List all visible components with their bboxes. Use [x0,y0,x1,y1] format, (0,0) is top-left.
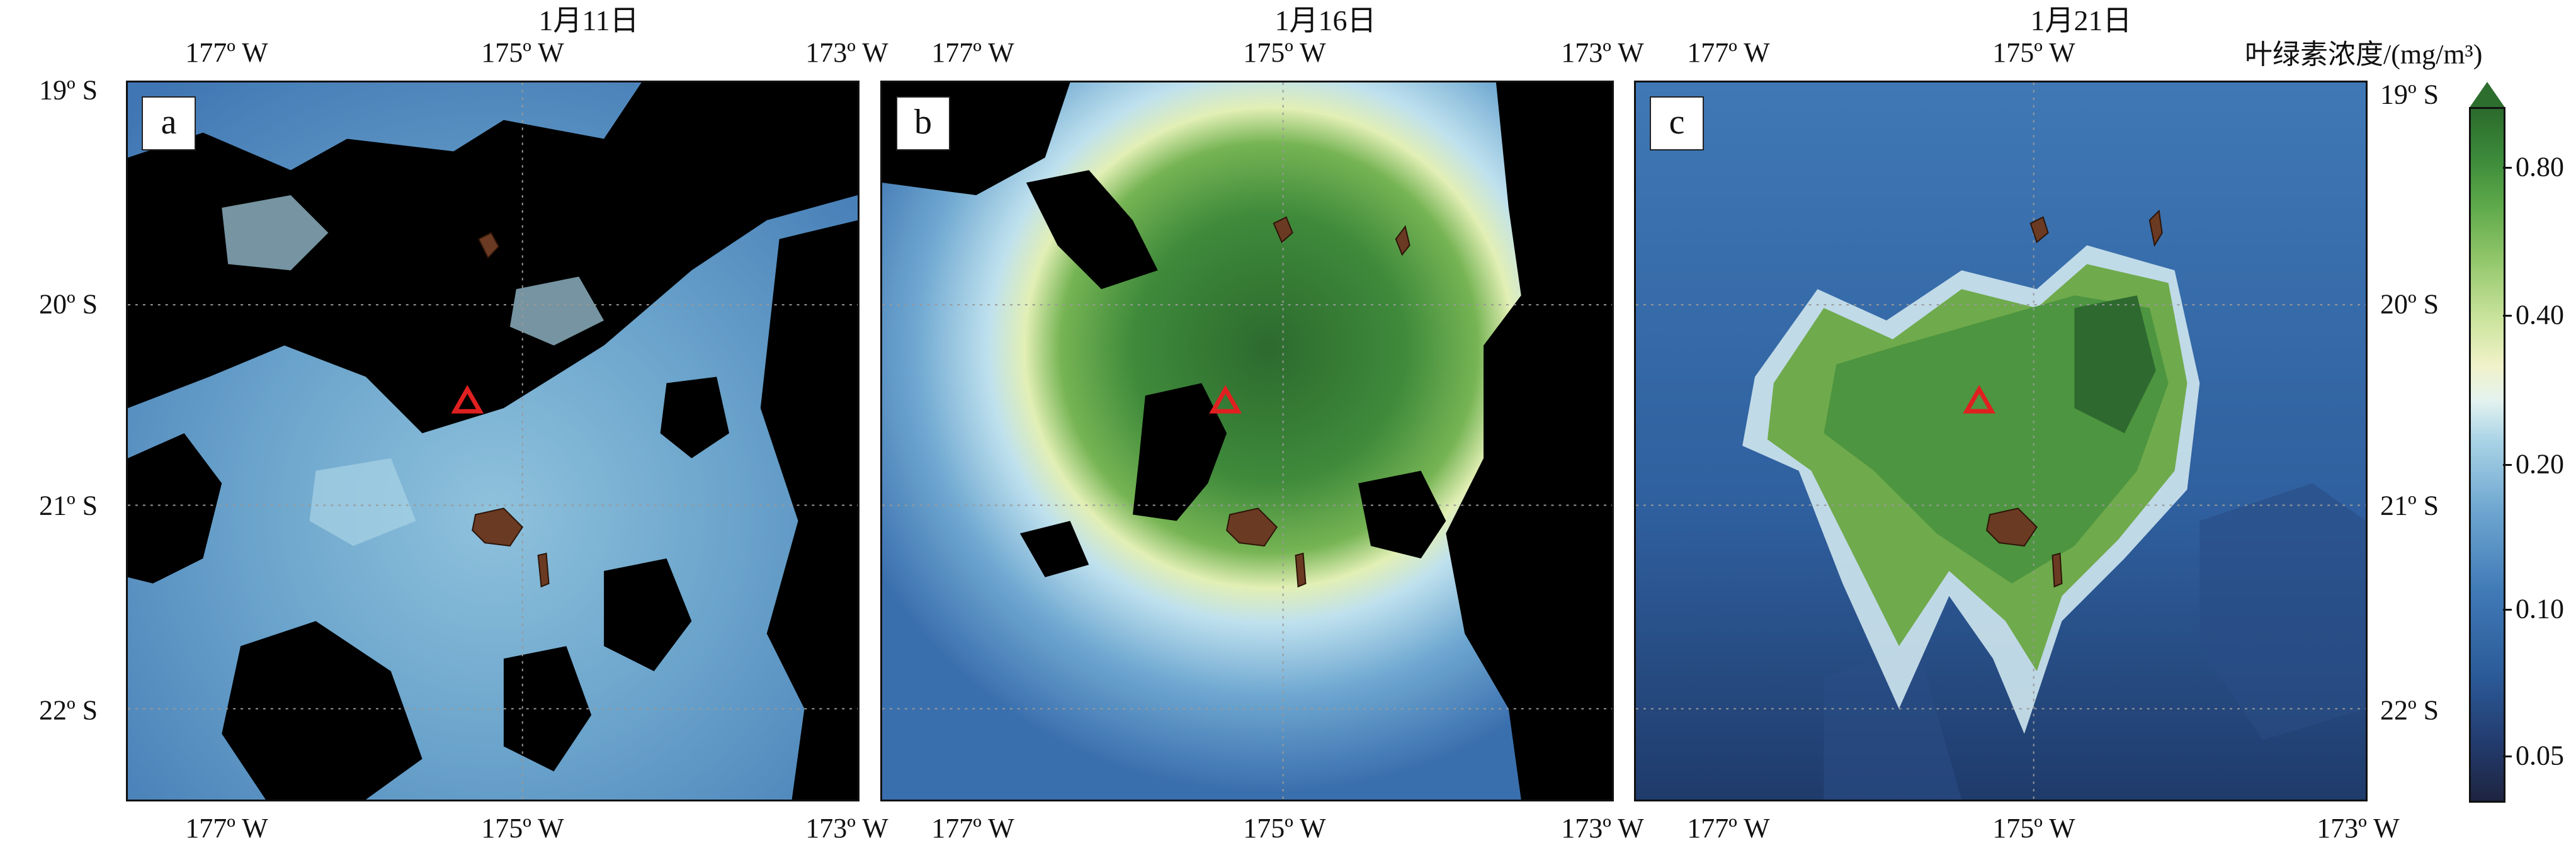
lat-left-2: 20º S [39,288,98,320]
chlorophyll-map-b [882,82,1612,800]
lat-left-1: 19º S [39,74,98,106]
lon-top-b3: 173º W [1561,37,1644,68]
map-panel-a: a [126,81,860,801]
lon-top-c1: 177º W [1687,37,1770,68]
lon-top-a1: 177º W [185,37,268,68]
lon-top-a2: 175º W [481,37,564,68]
lon-bottom-c1: 177º W [1687,813,1770,844]
panel-letter-b: b [896,96,950,150]
panel-letter-c: c [1650,96,1704,150]
lon-bottom-b1: 177º W [931,813,1014,844]
colorbar-tick-5: 0.05 [2516,740,2564,771]
lon-bottom-c2: 175º W [1992,813,2075,844]
lat-right-1: 19º S [2380,79,2439,110]
lon-bottom-a2: 175º W [481,813,564,844]
panel-c-date: 1月21日 [2030,4,2132,37]
lat-right-3: 21º S [2380,490,2439,521]
panel-a-date: 1月11日 [538,4,639,37]
colorbar-tickmark-3 [2503,464,2512,466]
colorbar [2469,107,2505,803]
lat-right-2: 20º S [2380,288,2439,320]
colorbar-extend-arrow [2469,82,2505,108]
lat-right-4: 22º S [2380,694,2439,726]
island-shapes-a [472,232,550,588]
map-panel-c: c [1634,81,2368,801]
lon-bottom-b3: 173º W [1561,813,1644,844]
colorbar-tickmark-5 [2503,755,2512,757]
chlorophyll-map-a [128,82,858,800]
lon-top-c2: 175º W [1992,37,2075,68]
colorbar-tick-1: 0.80 [2516,151,2564,183]
volcano-marker-c [1963,385,1996,414]
volcano-marker-a [451,385,484,414]
lon-bottom-b2: 175º W [1243,813,1326,844]
colorbar-tick-4: 0.10 [2516,593,2564,625]
colorbar-tickmark-1 [2503,167,2512,169]
lon-top-b1: 177º W [931,37,1014,68]
lon-top-b2: 175º W [1243,37,1326,68]
lon-bottom-a1: 177º W [185,813,268,844]
panel-letter-a: a [142,96,196,150]
lat-left-3: 21º S [39,490,98,521]
volcano-marker-b [1209,385,1242,414]
chlorophyll-map-c [1636,82,2366,800]
map-panel-b: b [880,81,1614,801]
colorbar-tick-3: 0.20 [2516,448,2564,480]
lat-left-4: 22º S [39,694,98,726]
lon-bottom-a3: 173º W [805,813,888,844]
lon-bottom-c3: 173º W [2317,813,2400,844]
colorbar-title: 叶绿素浓度/(mg/m³) [2245,39,2483,70]
lon-top-a3: 173º W [805,37,888,68]
island-shapes-c [1986,209,2163,588]
island-shapes-b [1226,216,1410,588]
colorbar-tickmark-2 [2503,315,2512,317]
colorbar-tick-2: 0.40 [2516,299,2564,331]
colorbar-tickmark-4 [2503,609,2512,611]
panel-b-date: 1月16日 [1274,4,1376,37]
